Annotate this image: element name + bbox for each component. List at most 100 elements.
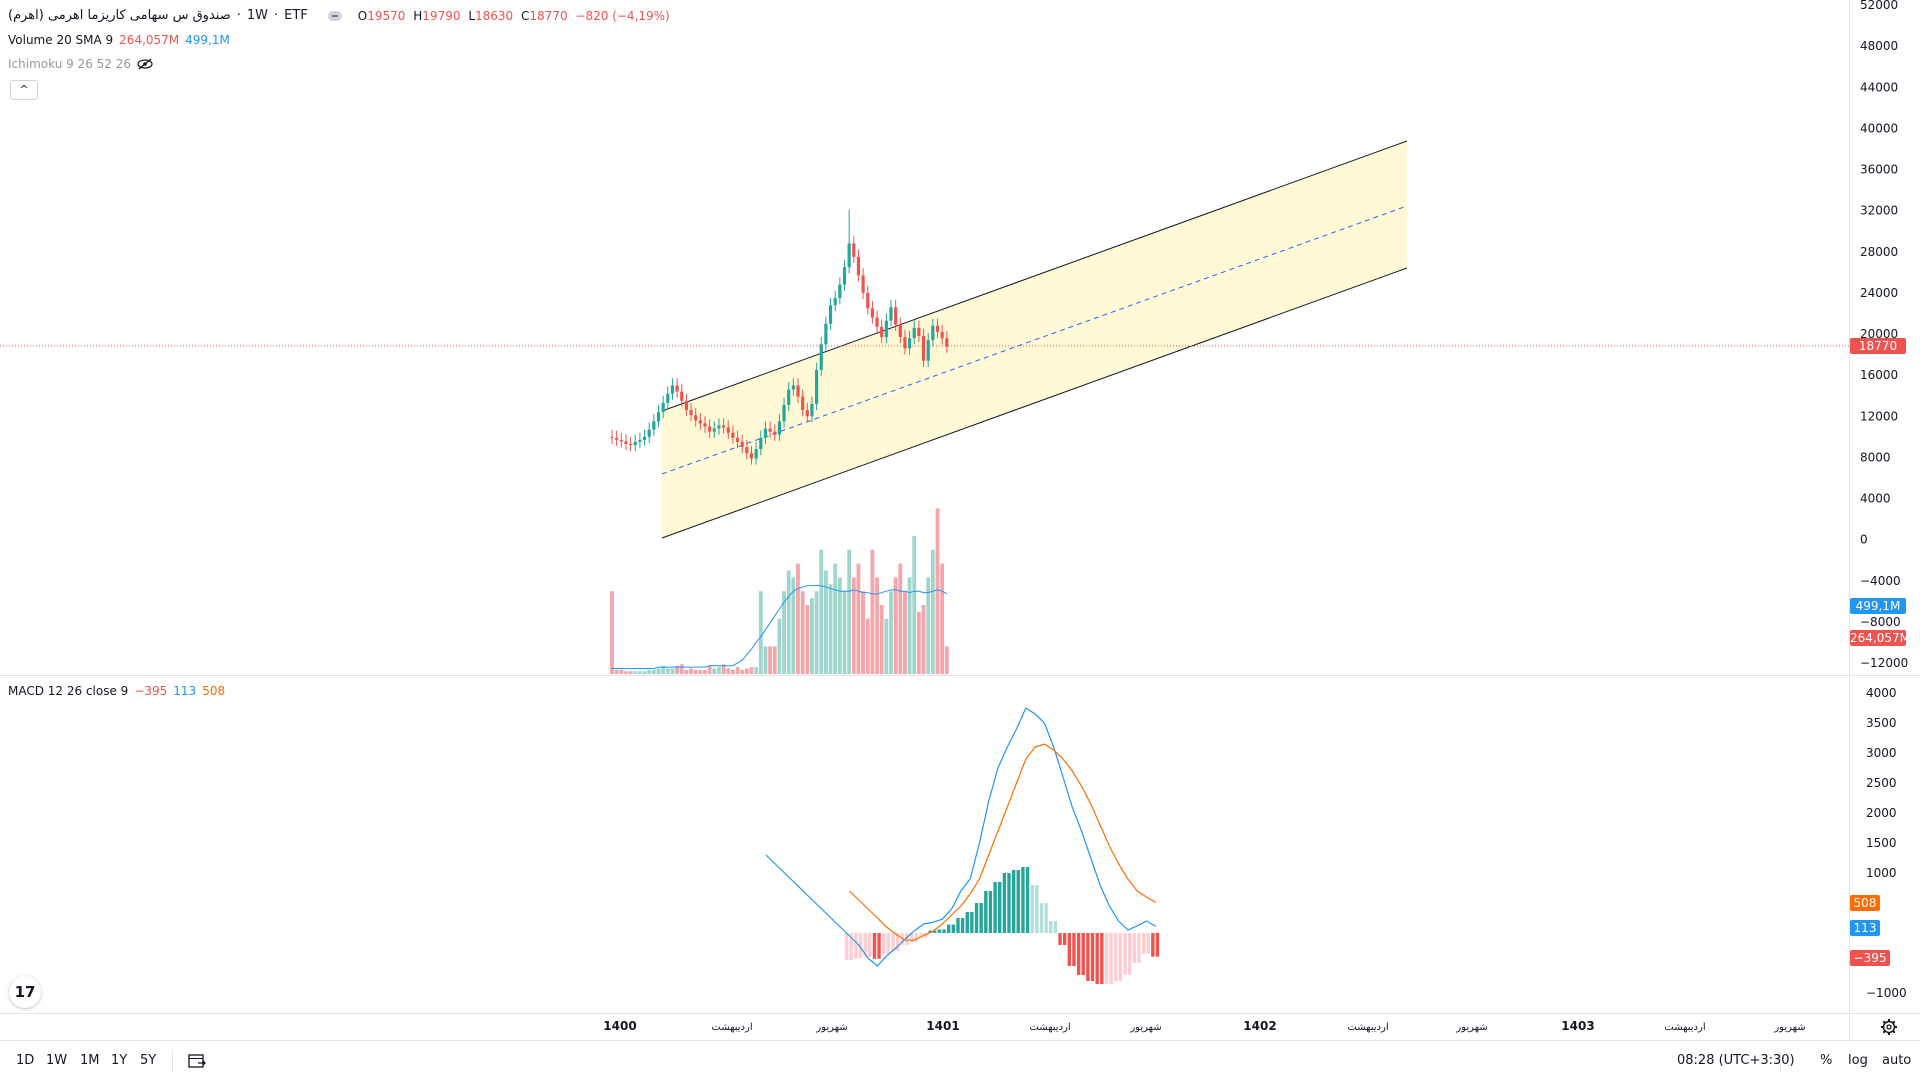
market-status-icon[interactable] (327, 10, 342, 21)
timeframe-1d-button[interactable]: 1D (16, 1053, 35, 1068)
price-axis-label: 48000 (1860, 39, 1898, 53)
macd-axis[interactable]: 4000 3500 3000 2500 2000 1500 1000 −1000 (1866, 686, 1907, 1000)
ichimoku-legend[interactable]: Ichimoku 9 26 52 26 (8, 57, 153, 71)
symbol-name[interactable]: صندوق س سهامی کاریزما اهرمی (اهرم) (8, 8, 231, 23)
goto-date-icon[interactable] (188, 1053, 206, 1069)
macd-signal-line (849, 743, 1157, 941)
timeframe-5y-button[interactable]: 5Y (140, 1053, 157, 1068)
timezone-clock[interactable]: 08:28 (UTC+3:30) (1677, 1053, 1795, 1068)
candle-body (875, 317, 879, 327)
bottom-toolbar: 1D 1W 1M 1Y 5Y 08:28 (UTC+3:30) % log au… (0, 1040, 1920, 1081)
volume-bar (921, 605, 926, 674)
candle-body (712, 428, 716, 432)
price-axis-label: 0 (1860, 533, 1868, 547)
time-axis-label: 1400 (603, 1019, 636, 1033)
time-axis-label: شهریور (1455, 1022, 1487, 1033)
candle-body (754, 449, 758, 459)
timeframe-1w-button[interactable]: 1W (46, 1053, 68, 1068)
macd-histogram-bar (1062, 933, 1067, 945)
macd-histogram-bar (1132, 933, 1136, 963)
macd-histogram-bar (923, 933, 928, 938)
volume-bar (735, 667, 740, 674)
chevron-up-icon: ^ (19, 83, 29, 96)
candle-body (731, 432, 735, 438)
volume-bar (865, 618, 870, 674)
macd-histogram-bar (1104, 933, 1109, 984)
interval-label[interactable]: 1W (246, 8, 269, 23)
channel-upper-line[interactable] (661, 140, 1408, 412)
candle-body (745, 447, 749, 454)
macd-axis-label: −1000 (1866, 986, 1907, 1000)
volume-bar (893, 577, 898, 674)
candle-body (787, 389, 791, 405)
macd-signal-value: 508 (202, 684, 226, 698)
candle-body (912, 327, 916, 339)
date-range-divider (172, 1051, 173, 1071)
collapse-legend-button[interactable]: ^ (10, 80, 38, 100)
percent-scale-toggle[interactable]: % (1820, 1053, 1833, 1068)
eye-hidden-icon[interactable] (137, 58, 153, 70)
timeframe-1m-button[interactable]: 1M (80, 1053, 100, 1068)
volume-bar (763, 646, 768, 674)
macd-histogram-bar (974, 903, 979, 933)
volume-bar (721, 664, 726, 674)
symbol-legend[interactable]: صندوق س سهامی کاریزما اهرمی (اهرم) · 1W … (8, 8, 674, 23)
chart-canvas[interactable]: 5200048000440004000036000320002800024000… (0, 0, 1920, 1040)
macd-histogram-bar (1123, 933, 1127, 975)
candle-body (619, 439, 623, 442)
log-scale-toggle[interactable]: log (1848, 1053, 1868, 1068)
macd-legend[interactable]: MACD 12 26 close 9 −395 113 508 (8, 684, 225, 698)
volume-bar (796, 563, 800, 674)
macd-histogram-bar (1137, 933, 1141, 963)
volume-bar (712, 668, 717, 674)
volume-bar (731, 669, 735, 674)
candle-body (833, 298, 837, 306)
macd-histogram-bar (942, 929, 946, 933)
volume-bar (800, 591, 805, 674)
candle-body (624, 441, 628, 445)
candle-body (656, 412, 661, 422)
time-axis-label: 1402 (1243, 1019, 1276, 1033)
volume-indicator-name[interactable]: Volume 20 SMA 9 (8, 33, 114, 47)
volume-bar (782, 591, 786, 674)
channel-median-line[interactable] (661, 205, 1408, 475)
macd-indicator-name[interactable]: MACD 12 26 close 9 (8, 684, 129, 698)
price-axis-label: 20000 (1860, 327, 1898, 341)
settings-gear-icon[interactable] (1880, 1018, 1898, 1036)
change-value: −820 (−4,19%) (575, 8, 670, 23)
candle-body (735, 437, 740, 442)
candle-body (880, 326, 884, 338)
candle-body (689, 410, 693, 416)
volume-bar (898, 563, 903, 674)
volume-legend[interactable]: Volume 20 SMA 9 264,057M 499,1M (8, 33, 230, 47)
candle-body (940, 331, 944, 339)
price-axis[interactable]: 5200048000440004000036000320002800024000… (1860, 0, 1908, 670)
macd-histogram-bar (1109, 933, 1113, 984)
volume-bar (717, 667, 721, 674)
candle-body (796, 385, 800, 397)
timeframe-1y-button[interactable]: 1Y (111, 1053, 128, 1068)
macd-histogram-bar (1072, 933, 1076, 966)
volume-bar (670, 668, 675, 674)
macd-histogram-bar (933, 930, 937, 933)
macd-histogram-bar (1025, 867, 1030, 933)
macd-histogram-bar (1090, 933, 1095, 981)
macd-histogram-bar (1141, 933, 1146, 954)
candle-body (633, 441, 637, 446)
volume-bar (926, 577, 931, 674)
ohlc-values: O19570 H19790 L18630 C18770 −820 (−4,19%… (358, 9, 674, 23)
time-axis-label: شهریور (1773, 1022, 1805, 1033)
volume-bar (684, 669, 689, 674)
time-axis[interactable]: 1400 اردیبهشت شهریور 1401 اردیبهشت شهریور 1402… (603, 1019, 1805, 1033)
channel-lower-line[interactable] (661, 267, 1408, 539)
candle-body (815, 369, 819, 404)
price-axis-label: 4000 (1860, 492, 1891, 506)
tradingview-logo[interactable]: 17 (9, 976, 41, 1008)
auto-scale-toggle[interactable]: auto (1882, 1053, 1912, 1068)
volume-bar (754, 667, 759, 674)
macd-histogram-bar (979, 903, 983, 933)
candle-body (856, 256, 861, 276)
macd-histogram-bar (956, 918, 960, 933)
ichimoku-indicator-name[interactable]: Ichimoku 9 26 52 26 (8, 57, 131, 71)
volume-bar (638, 671, 642, 674)
